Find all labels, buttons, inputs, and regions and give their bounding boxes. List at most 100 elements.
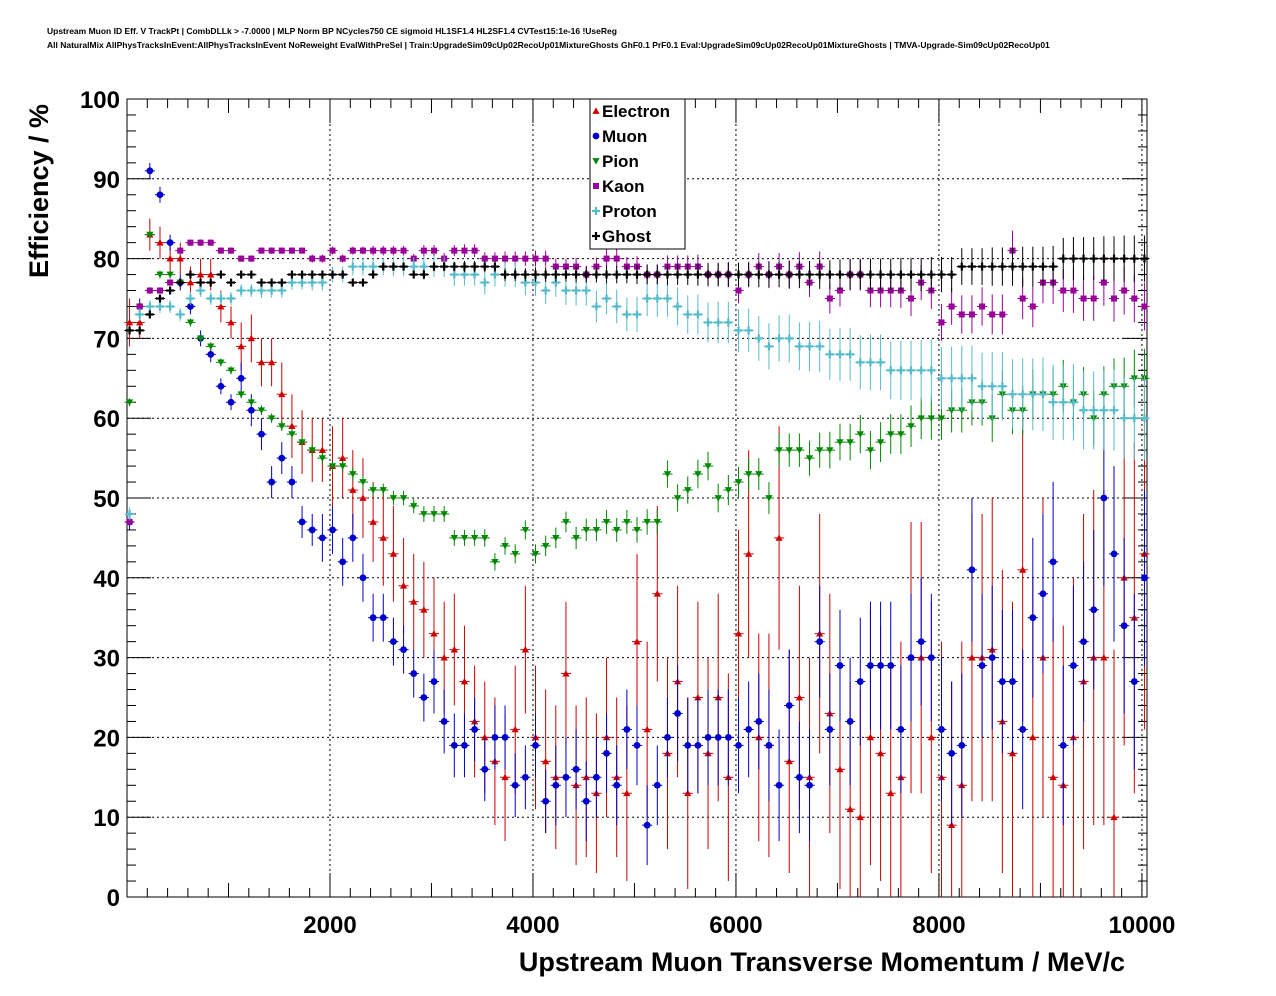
data-point <box>998 678 1006 685</box>
data-point <box>206 278 215 287</box>
data-point <box>704 270 713 279</box>
data-point <box>825 270 834 279</box>
data-point <box>501 543 509 550</box>
data-point <box>755 471 763 478</box>
data-point <box>785 270 794 279</box>
data-point <box>1059 741 1067 749</box>
data-point <box>328 463 337 470</box>
data-point <box>349 471 357 478</box>
data-point <box>745 726 753 733</box>
data-point <box>288 247 295 254</box>
data-point <box>410 670 418 677</box>
data-point <box>988 382 997 391</box>
data-point <box>835 350 844 359</box>
data-point <box>866 358 875 367</box>
data-point <box>582 270 591 279</box>
data-point <box>298 439 306 446</box>
data-point <box>227 318 235 326</box>
data-point <box>562 519 570 526</box>
data-point <box>186 270 195 279</box>
data-point <box>196 286 205 295</box>
data-point <box>876 749 885 757</box>
data-point <box>643 519 651 526</box>
data-point <box>278 247 285 254</box>
data-point <box>775 534 783 541</box>
data-point <box>146 287 153 294</box>
data-point <box>248 255 255 262</box>
data-point <box>887 789 895 797</box>
data-point <box>369 262 378 271</box>
data-point <box>359 494 367 501</box>
data-point <box>237 286 246 295</box>
data-point <box>897 431 905 438</box>
data-point <box>846 805 854 813</box>
legend-marker-proton <box>592 207 600 215</box>
data-point <box>1029 733 1037 741</box>
y-tick-label: 30 <box>93 646 120 673</box>
data-point <box>755 718 763 725</box>
data-point <box>663 294 672 303</box>
y-tick-label: 40 <box>93 566 120 593</box>
x-tick-label: 6000 <box>709 912 762 939</box>
data-point <box>674 710 681 717</box>
data-point <box>805 455 814 462</box>
data-point <box>247 399 255 406</box>
data-point <box>856 431 864 438</box>
data-point <box>176 255 184 262</box>
data-point <box>176 278 185 287</box>
legend-marker-ghost <box>592 232 600 240</box>
data-point <box>1018 390 1027 399</box>
data-point <box>268 358 276 366</box>
data-point <box>268 415 276 422</box>
axes: 2000 4000 6000 8000 10000 0 10 20 30 40 50 60 70 80 90… <box>80 87 1175 939</box>
data-point <box>968 566 976 574</box>
data-point <box>480 262 489 271</box>
data-point <box>927 415 935 422</box>
data-point <box>136 303 143 310</box>
data-point <box>146 231 154 239</box>
data-point <box>228 247 235 254</box>
data-point <box>349 534 357 542</box>
data-point <box>521 646 529 653</box>
data-point <box>704 734 712 741</box>
data-point <box>481 255 488 262</box>
data-point <box>379 487 387 494</box>
data-point <box>958 311 965 318</box>
data-point <box>339 454 347 461</box>
data-point <box>1069 398 1078 407</box>
data-point <box>979 303 986 310</box>
data-point <box>227 398 235 406</box>
data-point <box>237 374 245 382</box>
legend-label-pion: Pion <box>602 152 639 171</box>
data-point <box>1120 414 1129 423</box>
data-point <box>166 239 174 247</box>
data-point <box>876 439 885 446</box>
data-point <box>978 662 986 669</box>
data-point <box>207 270 215 278</box>
data-point <box>1089 254 1098 263</box>
data-point <box>734 630 743 637</box>
data-point <box>1019 295 1026 302</box>
data-point <box>227 278 236 287</box>
legend-label-proton: Proton <box>602 202 657 221</box>
data-point <box>541 286 550 295</box>
data-point <box>369 614 377 622</box>
data-point <box>562 669 570 677</box>
data-point <box>967 374 976 383</box>
data-point <box>155 294 164 303</box>
data-point <box>268 478 276 486</box>
chart-title-line-2: All NaturalMix AllPhysTracksInEvent:AllP… <box>47 40 1050 50</box>
data-point <box>602 294 611 303</box>
data-point <box>978 382 987 391</box>
data-point <box>663 270 672 279</box>
y-tick-label: 0 <box>107 885 120 912</box>
data-point <box>521 773 529 781</box>
data-point <box>409 270 418 279</box>
data-point <box>694 471 702 478</box>
data-point <box>1141 303 1148 310</box>
data-point <box>917 415 925 422</box>
data-point <box>937 374 946 383</box>
data-point <box>491 734 499 741</box>
data-point <box>1090 606 1098 614</box>
